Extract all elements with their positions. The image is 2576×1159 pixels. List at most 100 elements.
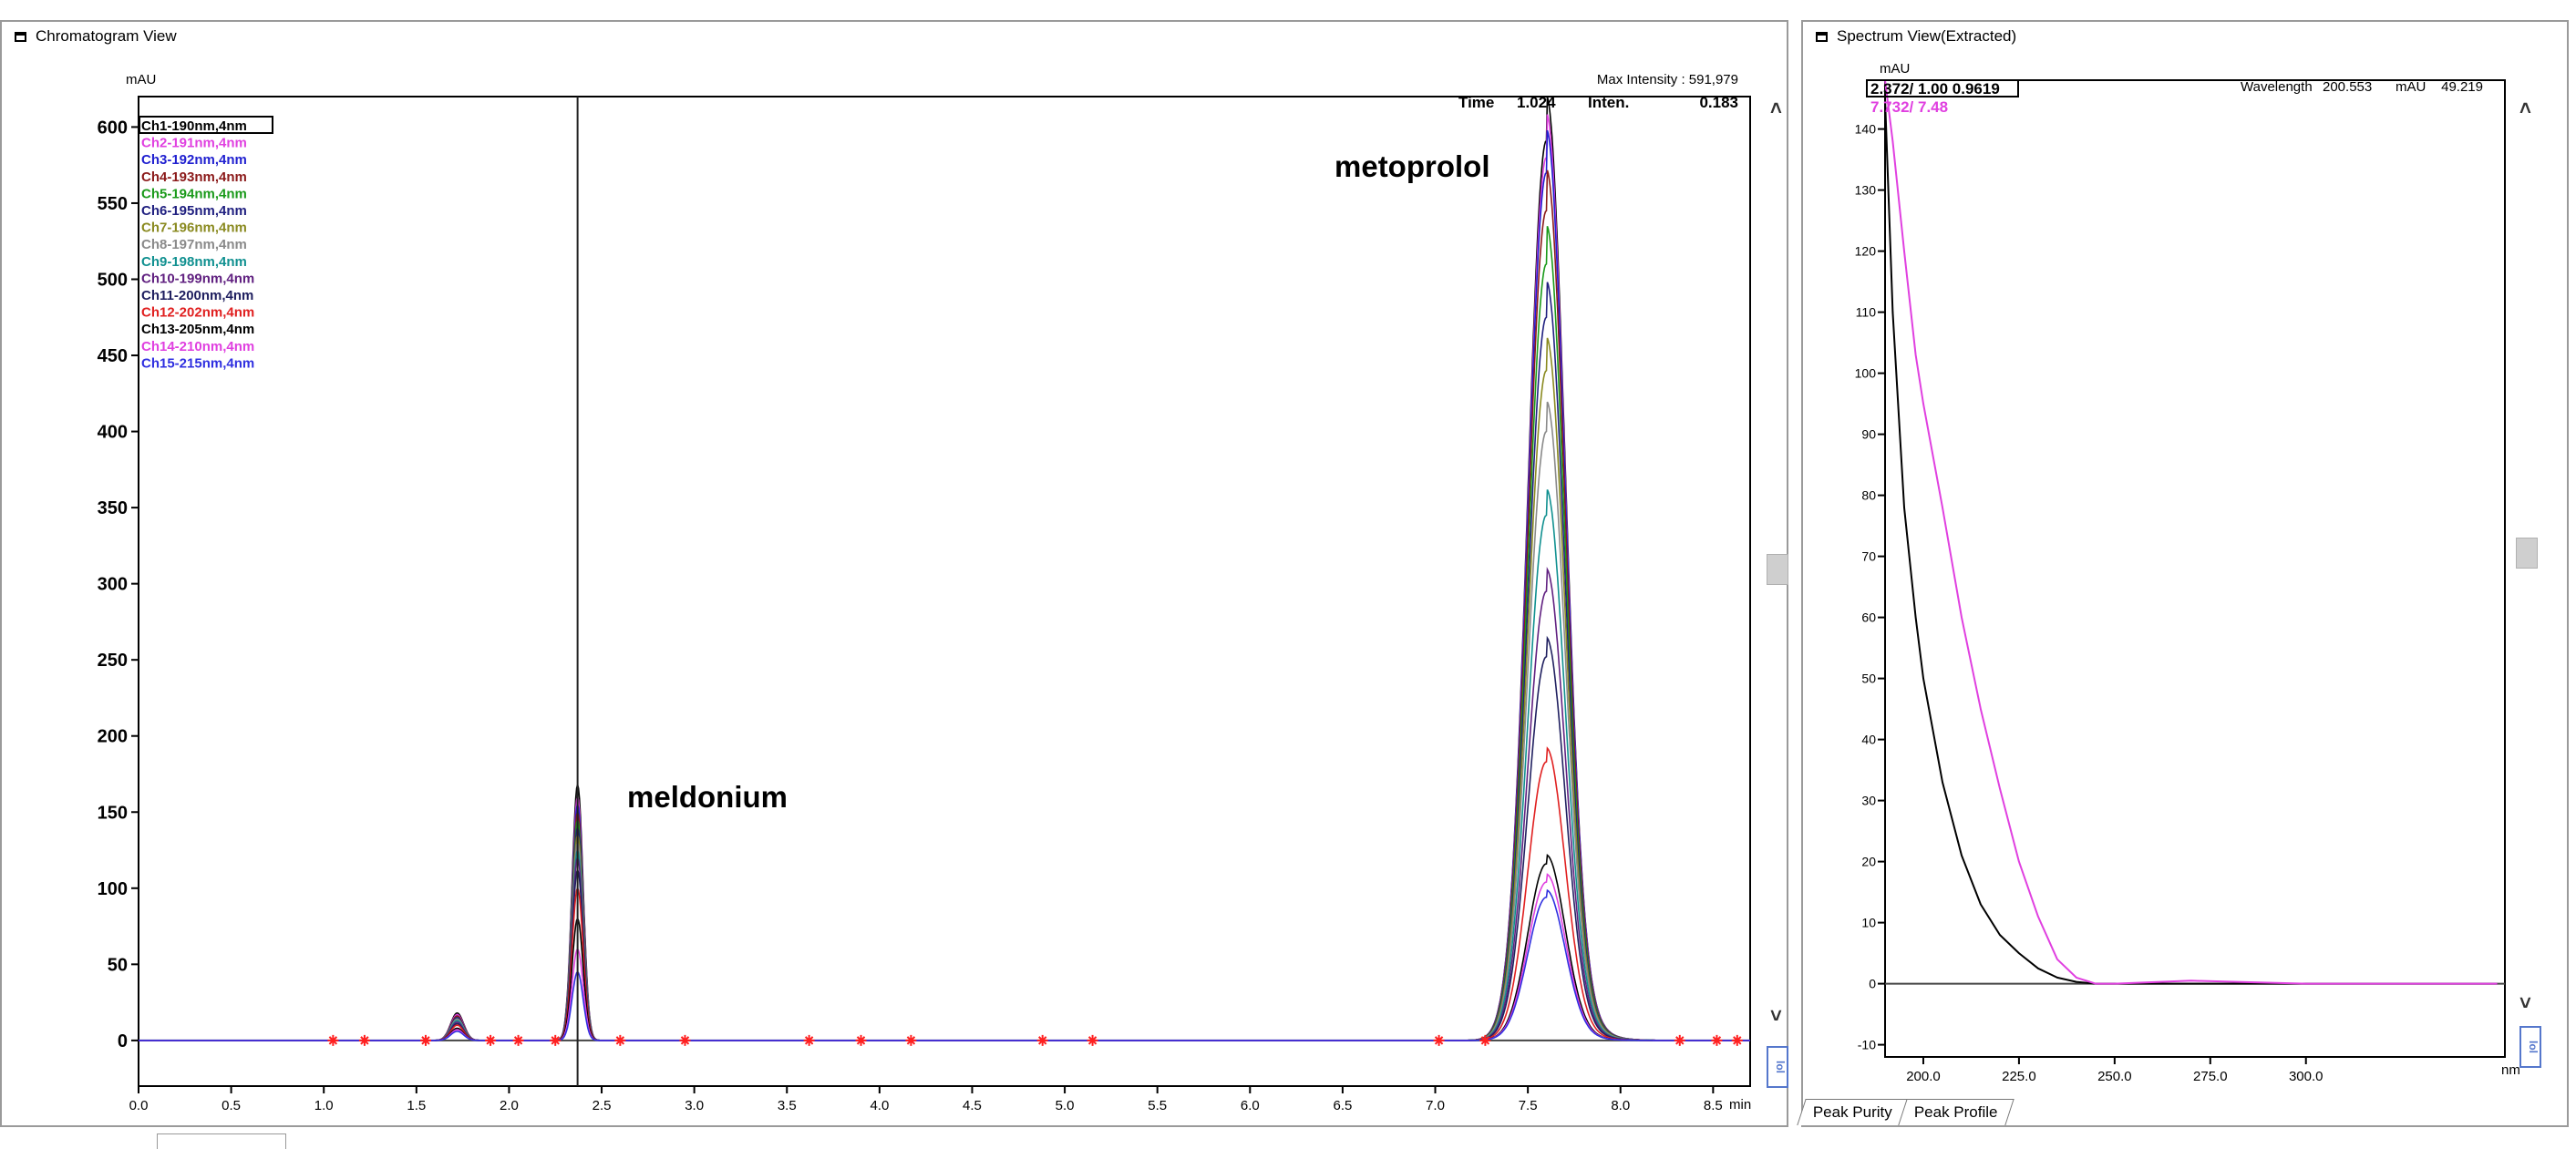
metoprolol-label: metoprolol [1334, 149, 1490, 183]
legend-entry[interactable]: Ch11-200nm,4nm [141, 288, 253, 303]
integration-marker [1731, 1034, 1743, 1046]
integration-marker [855, 1034, 867, 1046]
legend-entry[interactable]: Ch6-195nm,4nm [141, 203, 247, 219]
x-tick-label: 1.5 [407, 1098, 426, 1113]
x-tick-label: 1.0 [314, 1098, 334, 1113]
window-icon[interactable] [1816, 31, 1828, 42]
legend-entry[interactable]: Ch1-190nm,4nm [141, 118, 247, 134]
readout-1: 2.372/ 1.00 0.9619 [1870, 80, 2000, 97]
y-tick-label: 100 [98, 879, 128, 899]
legend-entry[interactable]: Ch7-196nm,4nm [141, 221, 247, 236]
x-tick-label: 8.0 [1611, 1098, 1630, 1113]
y-tick-label: 550 [98, 194, 128, 214]
chromatogram-trace [139, 169, 1750, 1041]
bottom-tab-stub[interactable] [157, 1133, 286, 1149]
window-icon[interactable] [15, 31, 26, 42]
spectrum-frame [1884, 79, 2506, 1058]
integration-marker [550, 1034, 562, 1046]
legend-entry[interactable]: Ch9-198nm,4nm [141, 254, 247, 270]
chromatogram-title: Chromatogram View [36, 27, 177, 45]
legend-entry[interactable]: Ch14-210nm,4nm [141, 339, 254, 354]
mau-value: 49.219 [2441, 79, 2483, 95]
plot-frame [138, 96, 1751, 1087]
spectrum-y-tick-label: 20 [1861, 855, 1876, 869]
inten-label: Inten. [1588, 94, 1629, 111]
chromatogram-axes: 0 50 100 150 200 250 300 350 400 450 500 550 600 0.0 0… [98, 96, 1751, 1113]
tab-peak-purity[interactable]: Peak Purity [1797, 1099, 1909, 1125]
integration-marker [1036, 1034, 1048, 1046]
legend-entry[interactable]: Ch5-194nm,4nm [141, 186, 247, 201]
legend-entry[interactable]: Ch15-215nm,4nm [141, 355, 254, 371]
spectrum-trace [1884, 98, 2498, 985]
integration-marker [679, 1034, 691, 1046]
integration-marker [327, 1034, 339, 1046]
integration-marker [905, 1034, 917, 1046]
max-intensity: Max Intensity : 591,979 [1597, 72, 1738, 87]
integration-marker [803, 1034, 815, 1046]
integration-marker [1433, 1034, 1445, 1046]
x-tick-label: 0.5 [222, 1098, 241, 1113]
x-tick-label: 7.5 [1519, 1098, 1538, 1113]
x-tick-label: 5.0 [1056, 1098, 1075, 1113]
y-tick-label: 200 [98, 727, 128, 747]
chromatogram-title-bar: Chromatogram View [15, 27, 177, 46]
tab-peak-profile[interactable]: Peak Profile [1898, 1099, 2014, 1125]
mau-label: mAU [2396, 79, 2426, 95]
legend-entry[interactable]: Ch12-202nm,4nm [141, 305, 254, 321]
x-tick-label: 3.0 [685, 1098, 704, 1113]
bottom-tabs: Peak Purity Peak Profile [1797, 1098, 2014, 1125]
spectrum-scroll-thumb[interactable] [2516, 538, 2538, 569]
inten-value: 0.183 [1699, 94, 1738, 111]
spectrum-x-tick-label: 300.0 [2289, 1069, 2324, 1084]
y-axis-unit: mAU [126, 72, 156, 87]
spectrum-y-tick-label: 90 [1861, 427, 1876, 442]
spectrum-y-tick-label: 80 [1861, 488, 1876, 503]
spectrum-y-tick-label: 40 [1861, 733, 1876, 747]
y-tick-label: 450 [98, 346, 128, 366]
spectrum-x-tick-label: 225.0 [2002, 1069, 2036, 1084]
legend-entry[interactable]: Ch4-193nm,4nm [141, 169, 247, 185]
legend-entry[interactable]: Ch10-199nm,4nm [141, 271, 254, 286]
spectrum-y-tick-label: 30 [1861, 794, 1876, 808]
spectrum-trace [1884, 79, 2498, 985]
integration-marker [1479, 1034, 1491, 1046]
legend-entry[interactable]: Ch2-191nm,4nm [141, 136, 247, 151]
spectrum-scroll-up-button[interactable]: ˄ [2519, 97, 2531, 119]
legend-entry[interactable]: Ch13-205nm,4nm [141, 322, 254, 337]
spectrum-x-tick-label: 275.0 [2193, 1069, 2228, 1084]
integration-marker [419, 1034, 431, 1046]
tab-peak-profile-label: Peak Profile [1913, 1103, 1998, 1121]
tab-peak-purity-label: Peak Purity [1812, 1103, 1892, 1121]
spectrum-y-tick-label: -10 [1858, 1038, 1876, 1052]
chromatogram-trace [139, 129, 1750, 1041]
spectrum-title: Spectrum View(Extracted) [1837, 27, 2017, 45]
channel-legend: Ch1-190nm,4nmCh2-191nm,4nmCh3-192nm,4nmC… [139, 116, 273, 371]
spectrum-plot[interactable]: -10 0 10 20 30 40 50 60 70 80 90 100 110 120 130 140 200… [1803, 22, 2567, 1125]
y-tick-label: 350 [98, 498, 128, 518]
x-tick-label: 2.5 [592, 1098, 612, 1113]
scroll-thumb[interactable] [1767, 554, 1788, 585]
zoom-toggle-icon[interactable]: lol [1767, 1046, 1788, 1088]
chromatogram-trace [139, 114, 1750, 1041]
y-tick-label: 400 [98, 423, 128, 443]
y-tick-label: 150 [98, 803, 128, 823]
spectrum-y-tick-label: 120 [1855, 244, 1877, 259]
legend-entry[interactable]: Ch8-197nm,4nm [141, 237, 247, 252]
spectrum-x-tick-label: 250.0 [2097, 1069, 2132, 1084]
spectrum-y-tick-label: 140 [1855, 122, 1877, 137]
x-axis-unit: min [1729, 1097, 1751, 1113]
scroll-up-button[interactable]: ˄ [1770, 97, 1782, 119]
spectrum-zoom-toggle-icon[interactable]: lol [2519, 1026, 2541, 1068]
integration-marker [485, 1034, 497, 1046]
spectrum-scroll-down-button[interactable]: ˅ [2519, 991, 2531, 1014]
scroll-down-button[interactable]: ˅ [1770, 1004, 1782, 1027]
integration-marker [358, 1034, 370, 1046]
legend-entry[interactable]: Ch3-192nm,4nm [141, 152, 247, 168]
x-tick-label: 4.5 [963, 1098, 982, 1113]
wavelength-value: 200.553 [2323, 79, 2372, 95]
x-tick-label: 3.5 [778, 1098, 797, 1113]
spectrum-panel: Spectrum View(Extracted) -10 0 10 20 30 40 50 6… [1801, 20, 2569, 1127]
chromatogram-plot[interactable]: 0 50 100 150 200 250 300 350 400 450 500 550 600 0.0 0… [2, 22, 1787, 1125]
integration-marker [614, 1034, 626, 1046]
y-tick-label: 250 [98, 651, 128, 671]
